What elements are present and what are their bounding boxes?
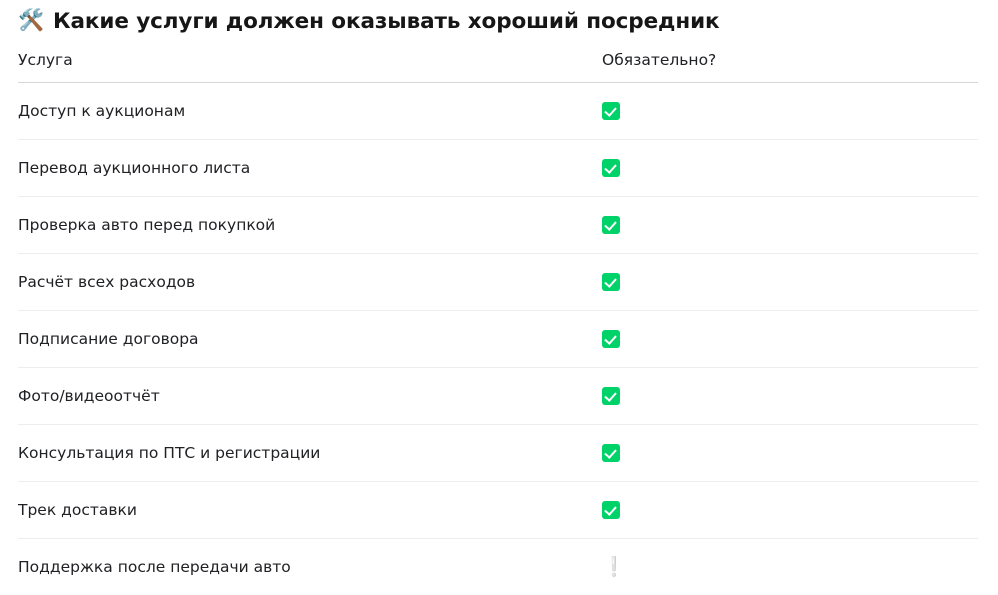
cell-required: [601, 83, 978, 140]
cell-service: Консультация по ПТС и регистрации: [18, 425, 601, 482]
green-check-icon: [602, 444, 620, 462]
cell-service: Проверка авто перед покупкой: [18, 197, 601, 254]
table-row: Перевод аукционного листа: [18, 140, 978, 197]
exclamation-mark-icon: ❕: [602, 557, 620, 577]
green-check-icon: [602, 330, 620, 348]
cell-service: Расчёт всех расходов: [18, 254, 601, 311]
green-check-icon: [602, 216, 620, 234]
cell-service: Подписание договора: [18, 311, 601, 368]
table-row: Трек доставки: [18, 482, 978, 539]
column-header-required: Обязательно?: [601, 38, 978, 83]
cell-required: [601, 425, 978, 482]
cell-service: Трек доставки: [18, 482, 601, 539]
table-row: Доступ к аукционам: [18, 83, 978, 140]
cell-service: Перевод аукционного листа: [18, 140, 601, 197]
cell-required: [601, 368, 978, 425]
cell-required: [601, 197, 978, 254]
table-header: Услуга Обязательно?: [18, 38, 978, 83]
hammer-and-wrench-icon: 🛠️: [18, 10, 43, 35]
column-header-service: Услуга: [18, 38, 601, 83]
table-row: Расчёт всех расходов: [18, 254, 978, 311]
page-title-text: Какие услуги должен оказывать хороший по…: [53, 9, 720, 34]
cell-service: Фото/видеоотчёт: [18, 368, 601, 425]
table-row: Фото/видеоотчёт: [18, 368, 978, 425]
green-check-icon: [602, 102, 620, 120]
green-check-icon: [602, 273, 620, 291]
table-header-row: Услуга Обязательно?: [18, 38, 978, 83]
green-check-icon: [602, 159, 620, 177]
cell-service: Поддержка после передачи авто: [18, 539, 601, 595]
cell-required: [601, 482, 978, 539]
cell-required: ❕: [601, 539, 978, 595]
cell-required: [601, 311, 978, 368]
cell-required: [601, 140, 978, 197]
table-row: Проверка авто перед покупкой: [18, 197, 978, 254]
green-check-icon: [602, 501, 620, 519]
cell-required: [601, 254, 978, 311]
cell-service: Доступ к аукционам: [18, 83, 601, 140]
table-row: Консультация по ПТС и регистрации: [18, 425, 978, 482]
page-title: 🛠️ Какие услуги должен оказывать хороший…: [0, 0, 998, 38]
table-row: Поддержка после передачи авто❕: [18, 539, 978, 595]
green-check-icon: [602, 387, 620, 405]
table-row: Подписание договора: [18, 311, 978, 368]
